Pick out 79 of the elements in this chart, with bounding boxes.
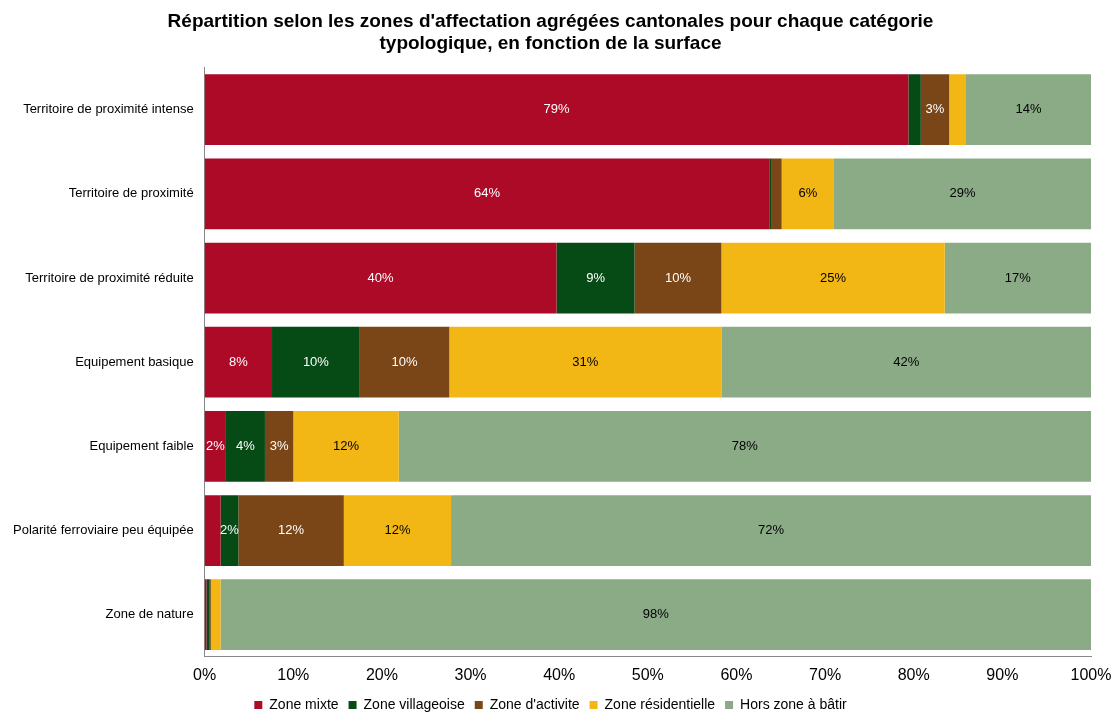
data-label: 8%: [228, 353, 249, 369]
data-label: 17%: [1004, 269, 1032, 285]
data-label: 4%: [236, 437, 256, 453]
x-tick-label: 20%: [365, 665, 398, 683]
data-label: 12%: [278, 522, 305, 538]
bar: [204, 158, 770, 230]
bar: [721, 242, 945, 314]
y-tick-label: Polarité ferroviaire peu équipée: [13, 522, 194, 538]
bar: [238, 495, 344, 566]
bar: [204, 74, 909, 146]
bar: [272, 326, 360, 398]
bar: [204, 326, 273, 398]
bar: [210, 579, 221, 651]
data-label: 12%: [384, 522, 411, 538]
data-label: 12%: [333, 437, 360, 453]
bar: [343, 495, 452, 566]
data-label: 2%: [205, 437, 226, 453]
bar: [359, 326, 450, 398]
data-label: 25%: [820, 269, 847, 285]
legend-label: Zone résidentielle: [604, 695, 716, 712]
data-label: 40%: [367, 269, 395, 285]
bar: [204, 495, 221, 566]
data-label: 10%: [302, 353, 330, 369]
x-tick-label: 30%: [454, 665, 487, 683]
x-tick-label: 70%: [809, 665, 842, 683]
data-label: 98%: [642, 606, 670, 622]
bar: [721, 326, 1091, 398]
legend-label: Zone mixte: [269, 695, 339, 712]
x-tick-label: 0%: [193, 665, 217, 683]
data-label: 72%: [758, 522, 785, 538]
x-tick-label: 50%: [631, 665, 664, 683]
data-label: 9%: [586, 269, 606, 285]
bar: [771, 158, 782, 230]
x-tick-label: 10%: [277, 665, 310, 683]
legend-label: Zone villageoise: [363, 695, 465, 712]
x-tick-label: 90%: [986, 665, 1019, 683]
y-tick-label: Equipement faible: [89, 437, 194, 453]
y-tick-label: Zone de nature: [105, 606, 194, 622]
data-label: 3%: [269, 437, 289, 453]
bar: [920, 74, 950, 146]
x-tick-label: 40%: [543, 665, 576, 683]
bar: [204, 411, 226, 482]
data-label: 10%: [664, 269, 692, 285]
bar: [556, 242, 635, 314]
bar: [293, 411, 399, 482]
bar: [634, 242, 722, 314]
bar: [264, 411, 294, 482]
x-tick-label: 80%: [897, 665, 930, 683]
data-label: 3%: [925, 101, 945, 117]
bar: [225, 411, 265, 482]
data-label: 31%: [572, 353, 599, 369]
y-tick-label: Territoire de proximité intense: [23, 101, 194, 117]
data-label: 42%: [893, 353, 920, 369]
bar: [204, 242, 557, 314]
legend-label: Hors zone à bâtir: [740, 695, 848, 712]
y-tick-label: Equipement basique: [75, 353, 194, 369]
data-label: 29%: [949, 185, 976, 201]
bar: [908, 74, 921, 146]
data-label: 10%: [391, 353, 418, 369]
legend-label: Zone d'activite: [489, 695, 580, 712]
bar: [944, 242, 1091, 314]
bar: [398, 411, 1091, 482]
bar: [451, 495, 1091, 566]
bar: [833, 158, 1091, 230]
data-label: 14%: [1015, 101, 1042, 117]
data-label: 79%: [543, 101, 570, 117]
y-tick-label: Territoire de proximité: [68, 185, 194, 201]
bar: [220, 579, 1091, 651]
bar: [966, 74, 1091, 146]
bar: [449, 326, 722, 398]
data-label: 64%: [473, 185, 501, 201]
data-label: 78%: [731, 437, 759, 453]
chart-title: Répartition selon les zones d'affectation agrégées cantonales pour chaque catégorie typologique, en fonction de la surface: [167, 9, 934, 54]
data-label: 6%: [798, 185, 818, 201]
x-tick-label: 60%: [720, 665, 753, 683]
bar: [781, 158, 834, 230]
y-tick-label: Territoire de proximité réduite: [25, 269, 194, 285]
x-tick-label: 100%: [1070, 665, 1112, 683]
bar: [949, 74, 967, 146]
